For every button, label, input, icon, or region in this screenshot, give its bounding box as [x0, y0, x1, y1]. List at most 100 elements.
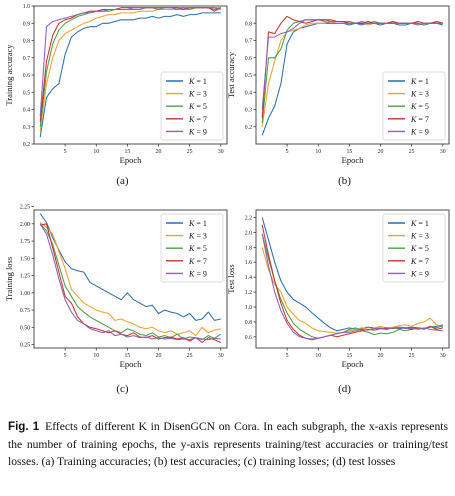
legend-entry: K = 9 — [410, 127, 429, 136]
x-tick-label: 15 — [124, 149, 130, 155]
y-tick-label: 2.25 — [20, 205, 30, 211]
x-tick-label: 25 — [409, 353, 415, 359]
legend-frame — [160, 71, 224, 141]
x-tick-label: 30 — [440, 149, 446, 155]
legend-entry: K = 3 — [410, 232, 429, 241]
x-tick-label: 25 — [409, 149, 415, 155]
subfigure-label: (d) — [338, 383, 351, 395]
legend-entry: K = 3 — [188, 232, 207, 241]
figure-caption: Fig. 1 Effects of different K in DisenGCN… — [8, 418, 448, 471]
legend-entry: K = 7 — [188, 115, 207, 124]
series-line-k5 — [39, 7, 221, 127]
series-line-k9 — [261, 19, 443, 110]
legend-entry: K = 1 — [188, 219, 207, 228]
legend-entry: K = 7 — [410, 257, 429, 266]
x-tick-label: 15 — [124, 353, 130, 359]
legend-entry: K = 5 — [188, 244, 207, 253]
legend-entry: K = 3 — [188, 90, 207, 99]
y-tick-label: 1.8 — [245, 245, 252, 251]
series-line-k9 — [261, 233, 443, 340]
y-tick-label: 0.2 — [23, 142, 30, 148]
y-tick-label: 0.3 — [23, 125, 30, 131]
legend-entry: K = 5 — [410, 102, 429, 111]
y-tick-label: 0.7 — [245, 39, 252, 45]
y-tick-label: 1.6 — [245, 260, 252, 266]
legend-entry: K = 9 — [188, 127, 207, 136]
legend: K = 1 K = 3 K = 5 K = 7 K = 9 — [382, 213, 446, 283]
legend-entry: K = 3 — [410, 90, 429, 99]
y-tick-label: 1.2 — [245, 290, 252, 296]
y-tick-label: 1.50 — [20, 256, 30, 262]
legend-entry: K = 1 — [410, 219, 429, 228]
subfigure-label: (c) — [116, 383, 129, 395]
x-tick-label: 5 — [286, 353, 289, 359]
chart-panel-3: 5 10 15 20 25 30 0.25 0.50 0.75 1.00 1.25 1.50 1.75 2… — [4, 205, 228, 395]
chart-panel-2: 5 10 15 20 25 30 0.2 0.3 0.4 0.5 0.6 0.7 0.8 Epoch Tes… — [226, 5, 450, 187]
series-line-k7 — [261, 224, 443, 341]
y-tick-label: 0.4 — [23, 108, 30, 114]
x-tick-label: 20 — [378, 149, 384, 155]
x-tick-label: 10 — [315, 353, 321, 359]
y-tick-label: 0.8 — [23, 39, 30, 45]
y-tick-label: 0.9 — [23, 21, 30, 27]
plot-frame — [33, 209, 228, 349]
x-tick-label: 10 — [315, 149, 321, 155]
legend: K = 1 K = 3 K = 5 K = 7 K = 9 — [160, 71, 224, 141]
series-line-k7 — [40, 223, 222, 344]
y-tick-label: 2.0 — [245, 230, 252, 236]
series-line-k5 — [39, 223, 222, 341]
y-axis-label: Test accuracy — [226, 51, 236, 98]
y-axis-label: Training loss — [4, 257, 14, 301]
y-tick-label: 0.6 — [23, 73, 30, 79]
plot-frame — [255, 209, 450, 349]
legend-entry: K = 9 — [410, 269, 429, 278]
legend-entry: K = 5 — [188, 102, 207, 111]
legend-entry: K = 7 — [410, 115, 429, 124]
legend-entry: K = 5 — [410, 244, 429, 253]
y-axis-label: Test loss — [226, 264, 236, 293]
y-tick-label: 0.5 — [245, 73, 252, 79]
y-tick-label: 0.25 — [20, 343, 30, 349]
legend: K = 1 K = 3 K = 5 K = 7 K = 9 — [160, 213, 224, 283]
figure-grid: 5 10 15 20 25 30 0.2 0.3 0.4 0.5 0.6 0.7 0.8 0.9 1.0 Ep… — [4, 4, 450, 395]
y-tick-label: 0.4 — [245, 90, 252, 96]
x-tick-label: 10 — [93, 353, 99, 359]
x-tick-label: 20 — [156, 149, 162, 155]
x-tick-label: 20 — [156, 353, 162, 359]
legend: K = 1 K = 3 K = 5 K = 7 K = 9 — [382, 71, 446, 141]
series-line-k1 — [39, 213, 221, 321]
y-tick-label: 1.0 — [245, 305, 252, 311]
legend-frame — [382, 71, 446, 141]
series-line-k9 — [39, 7, 221, 117]
y-tick-label: 1.25 — [20, 274, 30, 280]
y-tick-label: 0.6 — [245, 56, 252, 62]
caption-text: Effects of different K in DisenGCN on Co… — [8, 420, 448, 468]
legend-frame — [382, 213, 446, 283]
legend-entry: K = 7 — [188, 257, 207, 266]
x-tick-label: 10 — [93, 149, 99, 155]
subfigure-label: (b) — [338, 175, 351, 187]
series-line-k3 — [261, 247, 443, 334]
y-tick-label: 1.75 — [20, 239, 30, 245]
x-tick-label: 5 — [64, 149, 67, 155]
y-tick-label: 1.00 — [20, 291, 30, 297]
y-tick-label: 0.3 — [245, 108, 252, 114]
y-tick-label: 0.50 — [20, 325, 30, 331]
x-axis-label: Epoch — [120, 155, 142, 165]
legend-entry: K = 1 — [410, 77, 429, 86]
x-tick-label: 5 — [64, 353, 67, 359]
series-line-k3 — [39, 221, 221, 337]
y-tick-label: 1.4 — [245, 275, 252, 281]
y-tick-label: 0.8 — [245, 21, 252, 27]
x-tick-label: 20 — [378, 353, 384, 359]
x-tick-label: 5 — [286, 149, 289, 155]
x-axis-label: Epoch — [120, 359, 142, 369]
series-line-k9 — [39, 223, 221, 341]
x-axis-label: Epoch — [342, 155, 364, 165]
y-tick-label: 2.2 — [245, 215, 252, 221]
subfigure-label: (a) — [116, 175, 129, 187]
y-tick-label: 0.5 — [23, 90, 30, 96]
x-tick-label: 30 — [440, 353, 446, 359]
legend-entry: K = 1 — [188, 77, 207, 86]
y-tick-label: 0.75 — [20, 308, 30, 314]
